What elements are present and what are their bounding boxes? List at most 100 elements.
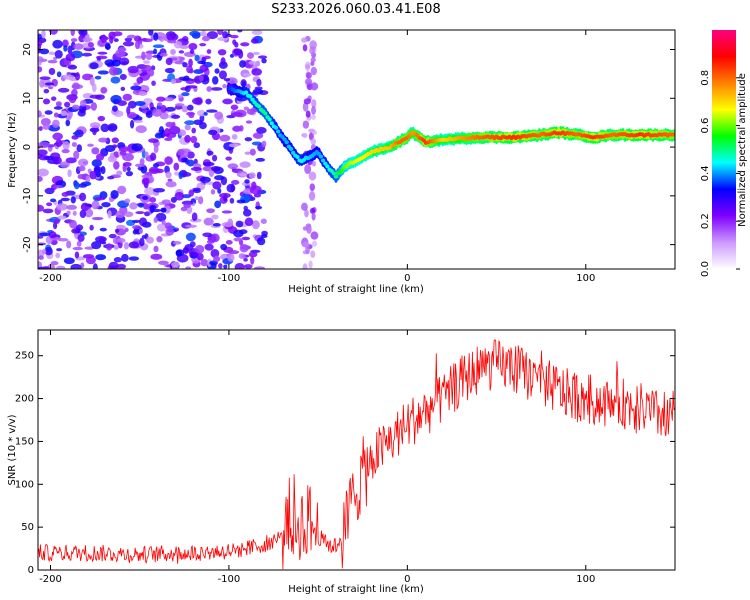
spectrogram-noise-cell xyxy=(100,34,107,44)
spectrogram-noise-cell xyxy=(124,198,131,204)
spectrogram-noise-cell xyxy=(139,158,145,166)
spectrogram-noise-cell xyxy=(153,48,158,55)
spectrogram-noise-cell xyxy=(82,37,93,43)
spectrogram-noise-cell xyxy=(48,51,56,56)
spectrogram-noise-cell xyxy=(90,102,98,111)
spectrogram-noise-cell xyxy=(44,246,53,256)
spectrogram-noise-cell xyxy=(52,132,63,141)
spectrogram-noise-cell xyxy=(127,100,137,109)
spectrogram-x-tick-label: -100 xyxy=(218,273,241,284)
spectrogram-noise-cell xyxy=(219,192,231,199)
spectrogram-noise-cell xyxy=(141,177,150,186)
spectrogram-noise-cell xyxy=(253,193,262,198)
spectrogram-noise-cell xyxy=(164,67,175,74)
spectrogram-noise-cell xyxy=(42,248,47,255)
spectrogram-noise-cell xyxy=(109,35,114,44)
spectrogram-noise-cell xyxy=(198,31,207,36)
spectrogram-ridge-cell xyxy=(275,129,281,134)
spectrogram-noise-cell xyxy=(38,66,43,73)
spectrogram-noise-cell xyxy=(189,241,196,248)
spectrogram-noise-cell xyxy=(239,60,246,68)
spectrogram-noise-cell xyxy=(38,204,45,212)
spectrogram-ridge-cell xyxy=(331,171,337,176)
spectrogram-noise-cell xyxy=(91,83,97,92)
colorbar-tick-label: 0.8 xyxy=(700,70,711,86)
spectrogram-noise-cell xyxy=(91,241,102,250)
snr-x-tick-label: -200 xyxy=(39,574,62,585)
spectrogram-noise-cell xyxy=(191,127,197,134)
spectrogram-ridge-cell xyxy=(333,174,339,179)
spectrogram-noise-cell xyxy=(256,78,262,87)
spectrogram-noise-cell xyxy=(131,143,143,152)
spectrogram-noise-cell xyxy=(192,97,203,105)
spectrogram-noise-cell xyxy=(38,126,43,131)
spectrogram-noise-cell xyxy=(100,87,107,94)
spectrogram-noise-cell xyxy=(97,51,108,55)
spectrogram-noise-cell xyxy=(76,240,82,247)
spectrogram-noise-cell xyxy=(122,41,135,47)
spectrogram-noise-cell xyxy=(99,227,107,232)
spectrogram-noise-cell xyxy=(161,207,166,213)
spectrogram-noise-cell xyxy=(193,142,201,149)
spectrogram-noise-cell xyxy=(302,120,310,129)
spectrogram-noise-cell xyxy=(126,166,131,172)
snr-x-ticks: -200 -100 0 100 xyxy=(39,330,595,585)
spectrogram-noise-cell xyxy=(196,252,204,261)
snr-y-ticks: 0 50 100 150 200 250 xyxy=(15,351,675,576)
spectrogram-noise-cell xyxy=(155,212,167,222)
spectrogram-noise-cell xyxy=(129,202,138,210)
spectrogram-ridge-cell xyxy=(282,137,287,142)
spectrogram-noise-cell xyxy=(220,57,226,66)
spectrogram-noise-cell xyxy=(116,263,127,269)
spectrogram-noise-cell xyxy=(140,164,148,174)
spectrogram-noise-cell xyxy=(127,65,139,74)
spectrogram-noise-cell xyxy=(38,33,43,40)
spectrogram-noise-cell xyxy=(248,172,256,179)
spectrogram-noise-cell xyxy=(301,37,308,43)
spectrogram-noise-cell xyxy=(197,196,204,205)
spectrogram-noise-cell xyxy=(132,229,138,235)
spectrogram-noise-cell xyxy=(95,254,107,261)
spectrogram-noise-cell xyxy=(206,109,218,113)
spectrogram-noise-cell xyxy=(70,38,78,42)
spectrogram-noise-cell xyxy=(228,143,239,148)
spectrogram-noise-cell xyxy=(248,60,257,65)
spectrogram-noise-cell xyxy=(159,37,165,42)
spectrogram-noise-cell xyxy=(65,119,71,127)
spectrogram-noise-cell xyxy=(89,77,95,86)
spectrogram-noise-cell xyxy=(114,228,120,233)
spectrogram-noise-cell xyxy=(256,171,262,180)
spectrogram-noise-cell xyxy=(243,209,252,217)
snr-y-tick-label: 0 xyxy=(28,565,34,576)
spectrogram-noise-cell xyxy=(189,30,201,37)
spectrogram-x-tick-label: 0 xyxy=(404,273,410,284)
spectrogram-noise-cell xyxy=(60,110,68,117)
spectrogram-noise-cell xyxy=(251,68,263,76)
spectrogram-noise-cell xyxy=(225,156,232,161)
spectrogram-noise-cell xyxy=(156,223,167,232)
spectrogram-ridge-cell xyxy=(316,151,322,156)
spectrogram-noise-cell xyxy=(193,158,198,165)
spectrogram-noise-cell xyxy=(184,120,196,126)
spectrogram-noise-cell xyxy=(44,187,55,195)
spectrogram-noise-cell xyxy=(84,208,94,218)
spectrogram-noise-cell xyxy=(81,52,93,57)
spectrogram-noise-cell xyxy=(144,151,149,157)
spectrogram-noise-cell xyxy=(89,122,101,129)
spectrogram-noise-cell xyxy=(171,121,176,128)
spectrogram-noise-cell xyxy=(117,100,127,106)
spectrogram-noise-cell xyxy=(185,232,196,242)
spectrogram-noise-cell xyxy=(165,181,177,188)
spectrogram-noise-cell xyxy=(74,72,81,81)
spectrogram-noise-cell xyxy=(44,82,55,86)
spectrogram-noise-cell xyxy=(236,199,246,204)
spectrogram-noise-cell xyxy=(118,146,130,152)
spectrogram-noise-cell xyxy=(186,205,193,214)
spectrogram-noise-cell xyxy=(205,98,212,105)
spectrogram-noise-cell xyxy=(100,123,110,133)
spectrogram-noise-cell xyxy=(42,124,50,130)
spectrogram-noise-cell xyxy=(72,246,83,251)
spectrogram-noise-cell xyxy=(197,109,206,117)
spectrogram-noise-cell xyxy=(110,189,119,199)
spectrogram-noise-cell xyxy=(111,59,121,67)
